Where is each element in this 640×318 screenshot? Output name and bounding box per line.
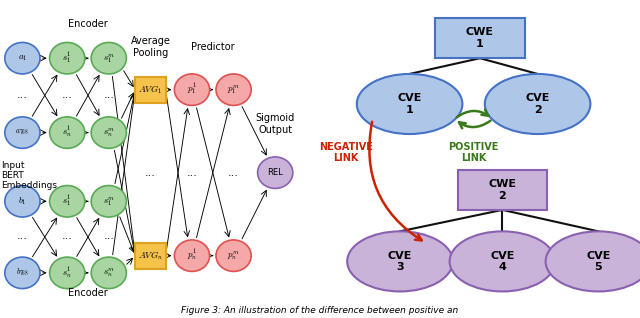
Text: Average
Pooling: Average Pooling bbox=[131, 36, 170, 58]
Text: $AVG_n$: $AVG_n$ bbox=[138, 249, 163, 262]
Text: $a_{768}$: $a_{768}$ bbox=[15, 128, 29, 137]
FancyArrowPatch shape bbox=[369, 122, 422, 240]
Text: $s_1^1$: $s_1^1$ bbox=[63, 194, 72, 209]
Ellipse shape bbox=[485, 74, 590, 134]
Text: ...: ... bbox=[145, 168, 156, 178]
Text: CWE
1: CWE 1 bbox=[466, 27, 494, 49]
Ellipse shape bbox=[357, 74, 463, 134]
Circle shape bbox=[5, 42, 40, 74]
Text: $s_n^1$: $s_n^1$ bbox=[62, 125, 72, 140]
Text: ...: ... bbox=[228, 168, 239, 178]
Bar bbox=[458, 170, 547, 210]
Text: Predictor: Predictor bbox=[191, 42, 235, 52]
Circle shape bbox=[216, 74, 251, 106]
Text: $AVG_1$: $AVG_1$ bbox=[138, 83, 163, 96]
Circle shape bbox=[257, 157, 293, 188]
Text: CVE
3: CVE 3 bbox=[388, 251, 412, 272]
Text: $b_{768}$: $b_{768}$ bbox=[16, 267, 29, 279]
Bar bbox=[435, 18, 525, 58]
Circle shape bbox=[5, 257, 40, 289]
FancyArrowPatch shape bbox=[457, 110, 488, 117]
Text: ...: ... bbox=[104, 90, 114, 100]
Text: ...: ... bbox=[17, 231, 28, 241]
Ellipse shape bbox=[347, 232, 453, 291]
Text: ...: ... bbox=[62, 90, 72, 100]
Text: CVE
1: CVE 1 bbox=[397, 93, 422, 115]
Text: CVE
4: CVE 4 bbox=[490, 251, 515, 272]
Circle shape bbox=[50, 185, 85, 217]
Text: Input
BERT
Embeddings: Input BERT Embeddings bbox=[2, 161, 58, 190]
Text: CVE
5: CVE 5 bbox=[586, 251, 611, 272]
Text: ...: ... bbox=[187, 168, 197, 178]
Circle shape bbox=[50, 42, 85, 74]
Text: $s_1^1$: $s_1^1$ bbox=[63, 51, 72, 66]
Text: $p_1^m$: $p_1^m$ bbox=[227, 83, 240, 96]
Circle shape bbox=[92, 117, 127, 149]
Circle shape bbox=[50, 117, 85, 149]
Text: CWE
2: CWE 2 bbox=[488, 179, 516, 201]
Text: $s_n^m$: $s_n^m$ bbox=[102, 266, 115, 279]
Ellipse shape bbox=[545, 232, 640, 291]
Circle shape bbox=[174, 74, 210, 106]
Text: REL: REL bbox=[268, 168, 283, 177]
Text: $s_1^m$: $s_1^m$ bbox=[102, 52, 115, 65]
Text: Encoder: Encoder bbox=[68, 288, 108, 298]
Text: $s_1^m$: $s_1^m$ bbox=[102, 195, 115, 208]
Text: $p_n^m$: $p_n^m$ bbox=[227, 249, 240, 262]
Text: Encoder: Encoder bbox=[68, 19, 108, 29]
Circle shape bbox=[92, 185, 127, 217]
Text: ...: ... bbox=[17, 90, 28, 100]
Text: CVE
2: CVE 2 bbox=[525, 93, 550, 115]
Text: $a_1$: $a_1$ bbox=[18, 53, 27, 63]
Text: Figure 3: An illustration of the difference between positive an: Figure 3: An illustration of the differe… bbox=[181, 306, 459, 315]
Text: POSITIVE
LINK: POSITIVE LINK bbox=[449, 142, 499, 163]
FancyArrowPatch shape bbox=[459, 121, 490, 128]
Circle shape bbox=[216, 240, 251, 271]
Text: $p_1^1$: $p_1^1$ bbox=[187, 82, 197, 97]
Bar bbox=[135, 77, 166, 103]
Text: $b_1$: $b_1$ bbox=[18, 196, 27, 207]
Text: $p_n^1$: $p_n^1$ bbox=[187, 248, 197, 263]
Text: NEGATIVE
LINK: NEGATIVE LINK bbox=[319, 142, 372, 163]
Ellipse shape bbox=[449, 232, 555, 291]
Text: $s_n^m$: $s_n^m$ bbox=[102, 126, 115, 139]
Text: ...: ... bbox=[104, 231, 114, 241]
Circle shape bbox=[92, 42, 127, 74]
Circle shape bbox=[174, 240, 210, 271]
Circle shape bbox=[50, 257, 85, 289]
Circle shape bbox=[92, 257, 127, 289]
Text: $s_n^1$: $s_n^1$ bbox=[62, 265, 72, 280]
Text: ...: ... bbox=[62, 231, 72, 241]
Circle shape bbox=[5, 117, 40, 149]
Bar bbox=[135, 243, 166, 268]
Text: Sigmoid
Output: Sigmoid Output bbox=[255, 113, 295, 135]
Circle shape bbox=[5, 185, 40, 217]
